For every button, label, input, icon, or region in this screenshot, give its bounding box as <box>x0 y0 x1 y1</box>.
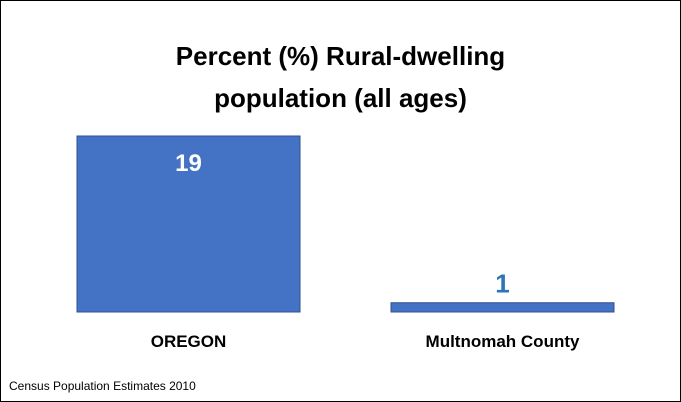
bar-0 <box>76 135 301 313</box>
source-note: Census Population Estimates 2010 <box>9 379 196 393</box>
category-label-1: Multnomah County <box>426 332 580 351</box>
data-label-0: 19 <box>175 150 202 177</box>
chart-title: Percent (%) Rural-dwelling population (a… <box>175 41 506 113</box>
bar-1 <box>390 302 615 313</box>
data-label-1: 1 <box>495 269 509 299</box>
category-label-0: OREGON <box>151 332 227 351</box>
